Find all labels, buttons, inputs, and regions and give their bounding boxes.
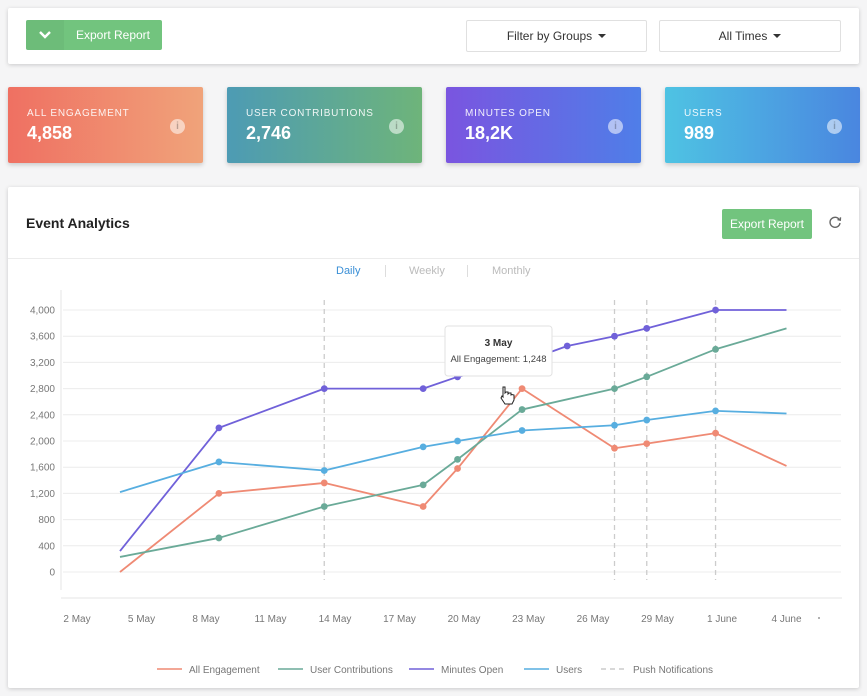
time-range-dropdown[interactable]: All Times: [659, 20, 841, 52]
stat-card-user-contributions: USER CONTRIBUTIONS 2,746 i: [227, 87, 422, 163]
stat-card-users: USERS 989 i: [665, 87, 860, 163]
stat-card-title: MINUTES OPEN: [465, 108, 551, 119]
info-icon[interactable]: i: [608, 119, 623, 134]
refresh-icon[interactable]: [828, 215, 842, 229]
time-range-label: All Times: [718, 29, 768, 43]
info-icon[interactable]: i: [170, 119, 185, 134]
export-report-button[interactable]: Export Report: [26, 20, 162, 50]
tabs-divider: [8, 258, 859, 259]
tab-monthly[interactable]: Monthly: [492, 265, 531, 277]
info-icon[interactable]: i: [389, 119, 404, 134]
stat-card-title: USER CONTRIBUTIONS: [246, 108, 374, 119]
stat-card-title: ALL ENGAGEMENT: [27, 108, 130, 119]
export-report-label: Export Report: [75, 28, 151, 42]
top-toolbar: Export Report Filter by Groups All Times: [8, 8, 859, 64]
panel-title: Event Analytics: [26, 215, 130, 231]
tab-separator: [385, 265, 386, 277]
stat-card-minutes-open: MINUTES OPEN 18,2K i: [446, 87, 641, 163]
stat-card-value: 2,746: [246, 123, 292, 143]
info-icon[interactable]: i: [827, 119, 842, 134]
tab-separator: [467, 265, 468, 277]
stat-card-title: USERS: [684, 108, 723, 119]
event-analytics-panel: Event Analytics Export Report Daily Week…: [8, 187, 859, 688]
export-report-button[interactable]: Export Report: [722, 209, 812, 239]
filter-by-groups-label: Filter by Groups: [506, 29, 593, 43]
caret-down-icon: [773, 34, 782, 38]
caret-down-icon: [598, 34, 607, 38]
tab-weekly[interactable]: Weekly: [409, 265, 445, 277]
stat-card-all-engagement: ALL ENGAGEMENT 4,858 i: [8, 87, 203, 163]
stat-card-value: 989: [684, 123, 715, 143]
chevron-down-icon: [26, 20, 64, 50]
stat-card-value: 4,858: [27, 123, 73, 143]
tab-daily[interactable]: Daily: [336, 265, 361, 277]
filter-by-groups-dropdown[interactable]: Filter by Groups: [466, 20, 647, 52]
stat-card-value: 18,2K: [465, 123, 514, 143]
